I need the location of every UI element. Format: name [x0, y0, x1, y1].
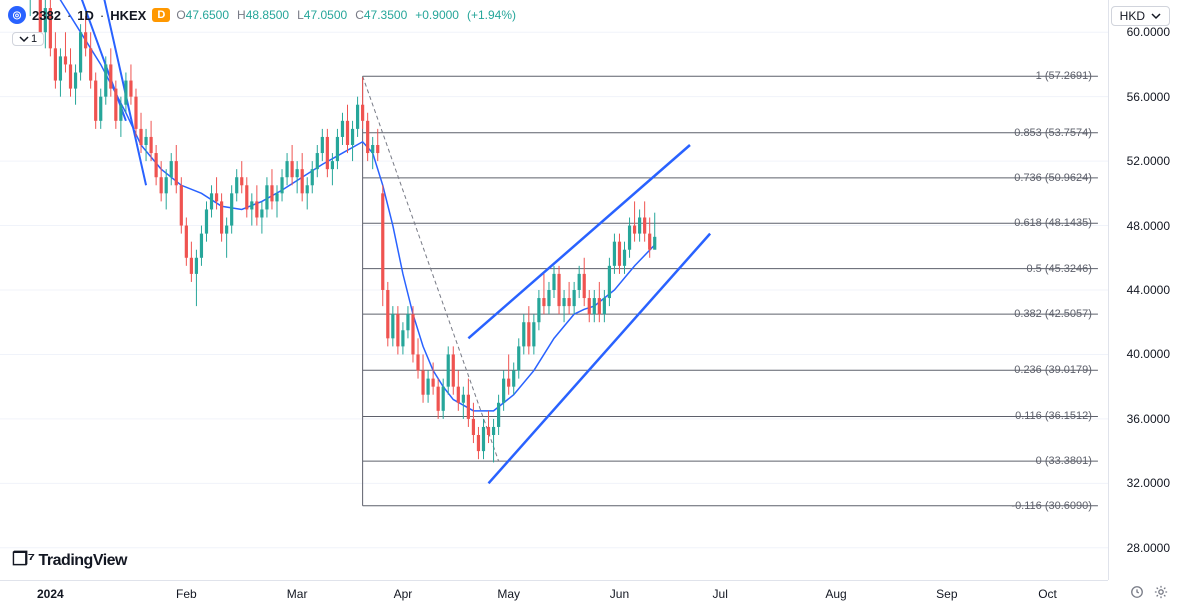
- y-tick: 28.0000: [1127, 541, 1170, 555]
- price-axis[interactable]: 60.0000 56.0000 52.0000 48.0000 44.0000 40.00…: [1108, 0, 1178, 580]
- fib-level-label: 0.116 (36.1512): [1015, 410, 1092, 422]
- symbol-header: ◎ 2382 · 1D · HKEX D O47.6500 H48.8500 L…: [8, 6, 516, 24]
- close-value: 47.3500: [364, 8, 407, 22]
- y-tick: 44.0000: [1127, 283, 1170, 297]
- interval-badge[interactable]: D: [152, 8, 170, 22]
- h-label: H: [237, 8, 246, 22]
- fib-level-label: 1 (57.2691): [1036, 70, 1092, 82]
- tradingview-logo: ❒⁷ TradingView: [12, 549, 127, 570]
- x-tick: Aug: [825, 587, 846, 601]
- x-tick: Oct: [1038, 587, 1057, 601]
- x-tick: May: [497, 587, 520, 601]
- x-tick: Apr: [394, 587, 413, 601]
- ohlc-row: O47.6500 H48.8500 L47.0500 C47.3500 +0.9…: [176, 8, 516, 22]
- indicator-collapse-button[interactable]: 1: [12, 32, 44, 46]
- symbol-exchange: HKEX: [110, 8, 146, 23]
- o-label: O: [176, 8, 185, 22]
- fib-level-label: 0.618 (48.1435): [1014, 217, 1092, 229]
- symbol-ticker[interactable]: 2382: [32, 8, 61, 23]
- chevron-down-icon: [19, 34, 29, 44]
- y-tick: 60.0000: [1127, 25, 1170, 39]
- fib-level-label: 0.853 (53.7574): [1014, 127, 1092, 139]
- symbol-interval[interactable]: 1D: [77, 8, 94, 23]
- l-label: L: [297, 8, 304, 22]
- chevron-down-icon: [1151, 11, 1161, 21]
- fib-level-label: 0 (33.3801): [1036, 455, 1092, 467]
- fib-level-label: 0.5 (45.3246): [1027, 263, 1092, 275]
- settings-icon[interactable]: [1154, 585, 1168, 604]
- fib-level-label: 0.736 (50.9624): [1014, 172, 1092, 184]
- x-tick: Mar: [287, 587, 308, 601]
- x-tick: Feb: [176, 587, 197, 601]
- x-tick: Jul: [713, 587, 728, 601]
- y-tick: 40.0000: [1127, 347, 1170, 361]
- chart-plot-area[interactable]: 1 (57.2691) 0.853 (53.7574) 0.736 (50.9624…: [0, 0, 1108, 580]
- y-tick: 48.0000: [1127, 219, 1170, 233]
- fib-level-label: -0.116 (30.6090): [1011, 500, 1092, 512]
- chart-container: ◎ 2382 · 1D · HKEX D O47.6500 H48.8500 L…: [0, 0, 1178, 610]
- c-label: C: [355, 8, 364, 22]
- time-axis[interactable]: 2024 Feb Mar Apr May Jun Jul Aug Sep Oct: [0, 580, 1108, 610]
- y-tick: 52.0000: [1127, 154, 1170, 168]
- change-value: +0.9000: [415, 8, 459, 22]
- x-tick: Sep: [936, 587, 957, 601]
- fib-level-label: 0.236 (39.0179): [1014, 364, 1092, 376]
- high-value: 48.8500: [246, 8, 289, 22]
- currency-selector[interactable]: HKD: [1111, 6, 1170, 26]
- change-pct: (+1.94%): [467, 8, 516, 22]
- goto-date-icon[interactable]: [1130, 585, 1144, 604]
- y-tick: 36.0000: [1127, 412, 1170, 426]
- y-tick: 56.0000: [1127, 90, 1170, 104]
- currency-label: HKD: [1120, 9, 1145, 23]
- open-value: 47.6500: [186, 8, 229, 22]
- fib-level-label: 0.382 (42.5057): [1014, 308, 1092, 320]
- y-tick: 32.0000: [1127, 476, 1170, 490]
- x-tick: 2024: [37, 587, 64, 601]
- low-value: 47.0500: [304, 8, 347, 22]
- time-axis-tools: [1130, 585, 1168, 604]
- symbol-logo-icon: ◎: [8, 6, 26, 24]
- collapsed-count: 1: [31, 33, 37, 45]
- x-tick: Jun: [610, 587, 629, 601]
